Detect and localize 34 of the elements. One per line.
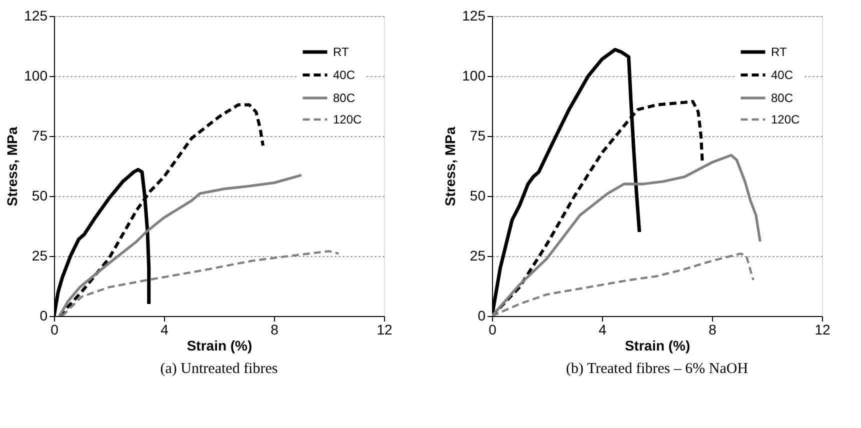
y-tick-label: 75	[32, 128, 48, 144]
x-tick-label: 0	[488, 322, 497, 338]
legend-label: 120C	[771, 112, 800, 126]
x-axis-title: Strain (%)	[186, 338, 252, 354]
legend-label: 40C	[771, 68, 794, 82]
x-tick-label: 4	[598, 322, 607, 338]
x-tick-label: 12	[376, 322, 392, 338]
x-axis-title: Strain (%)	[624, 338, 690, 354]
y-axis-title: Stress, MPa	[4, 126, 20, 206]
y-tick-label: 75	[470, 128, 486, 144]
x-tick-label: 8	[270, 322, 279, 338]
y-tick-label: 0	[478, 308, 486, 324]
legend-label: 40C	[333, 68, 356, 82]
legend-label: 80C	[771, 91, 794, 105]
y-tick-label: 25	[470, 248, 486, 264]
legend-label: RT	[771, 45, 788, 59]
text: (a) Untreated fibres	[160, 361, 278, 377]
x-tick-label: 4	[160, 322, 169, 338]
y-tick-label: 25	[32, 248, 48, 264]
legend-label: RT	[333, 45, 350, 59]
y-tick-label: 50	[470, 188, 486, 204]
legend-label: 120C	[333, 112, 362, 126]
y-axis-title: Stress, MPa	[442, 126, 458, 206]
legend-label: 80C	[333, 91, 356, 105]
y-tick-label: 125	[462, 8, 486, 24]
y-tick-label: 100	[24, 68, 48, 84]
y-tick-label: 0	[40, 308, 48, 324]
x-tick-label: 12	[814, 322, 830, 338]
x-tick-label: 0	[50, 322, 59, 338]
y-tick-label: 125	[24, 8, 48, 24]
y-tick-label: 100	[462, 68, 486, 84]
y-tick-label: 50	[32, 188, 48, 204]
text: (b) Treated fibres – 6% NaOH	[566, 361, 748, 377]
x-tick-label: 8	[708, 322, 717, 338]
